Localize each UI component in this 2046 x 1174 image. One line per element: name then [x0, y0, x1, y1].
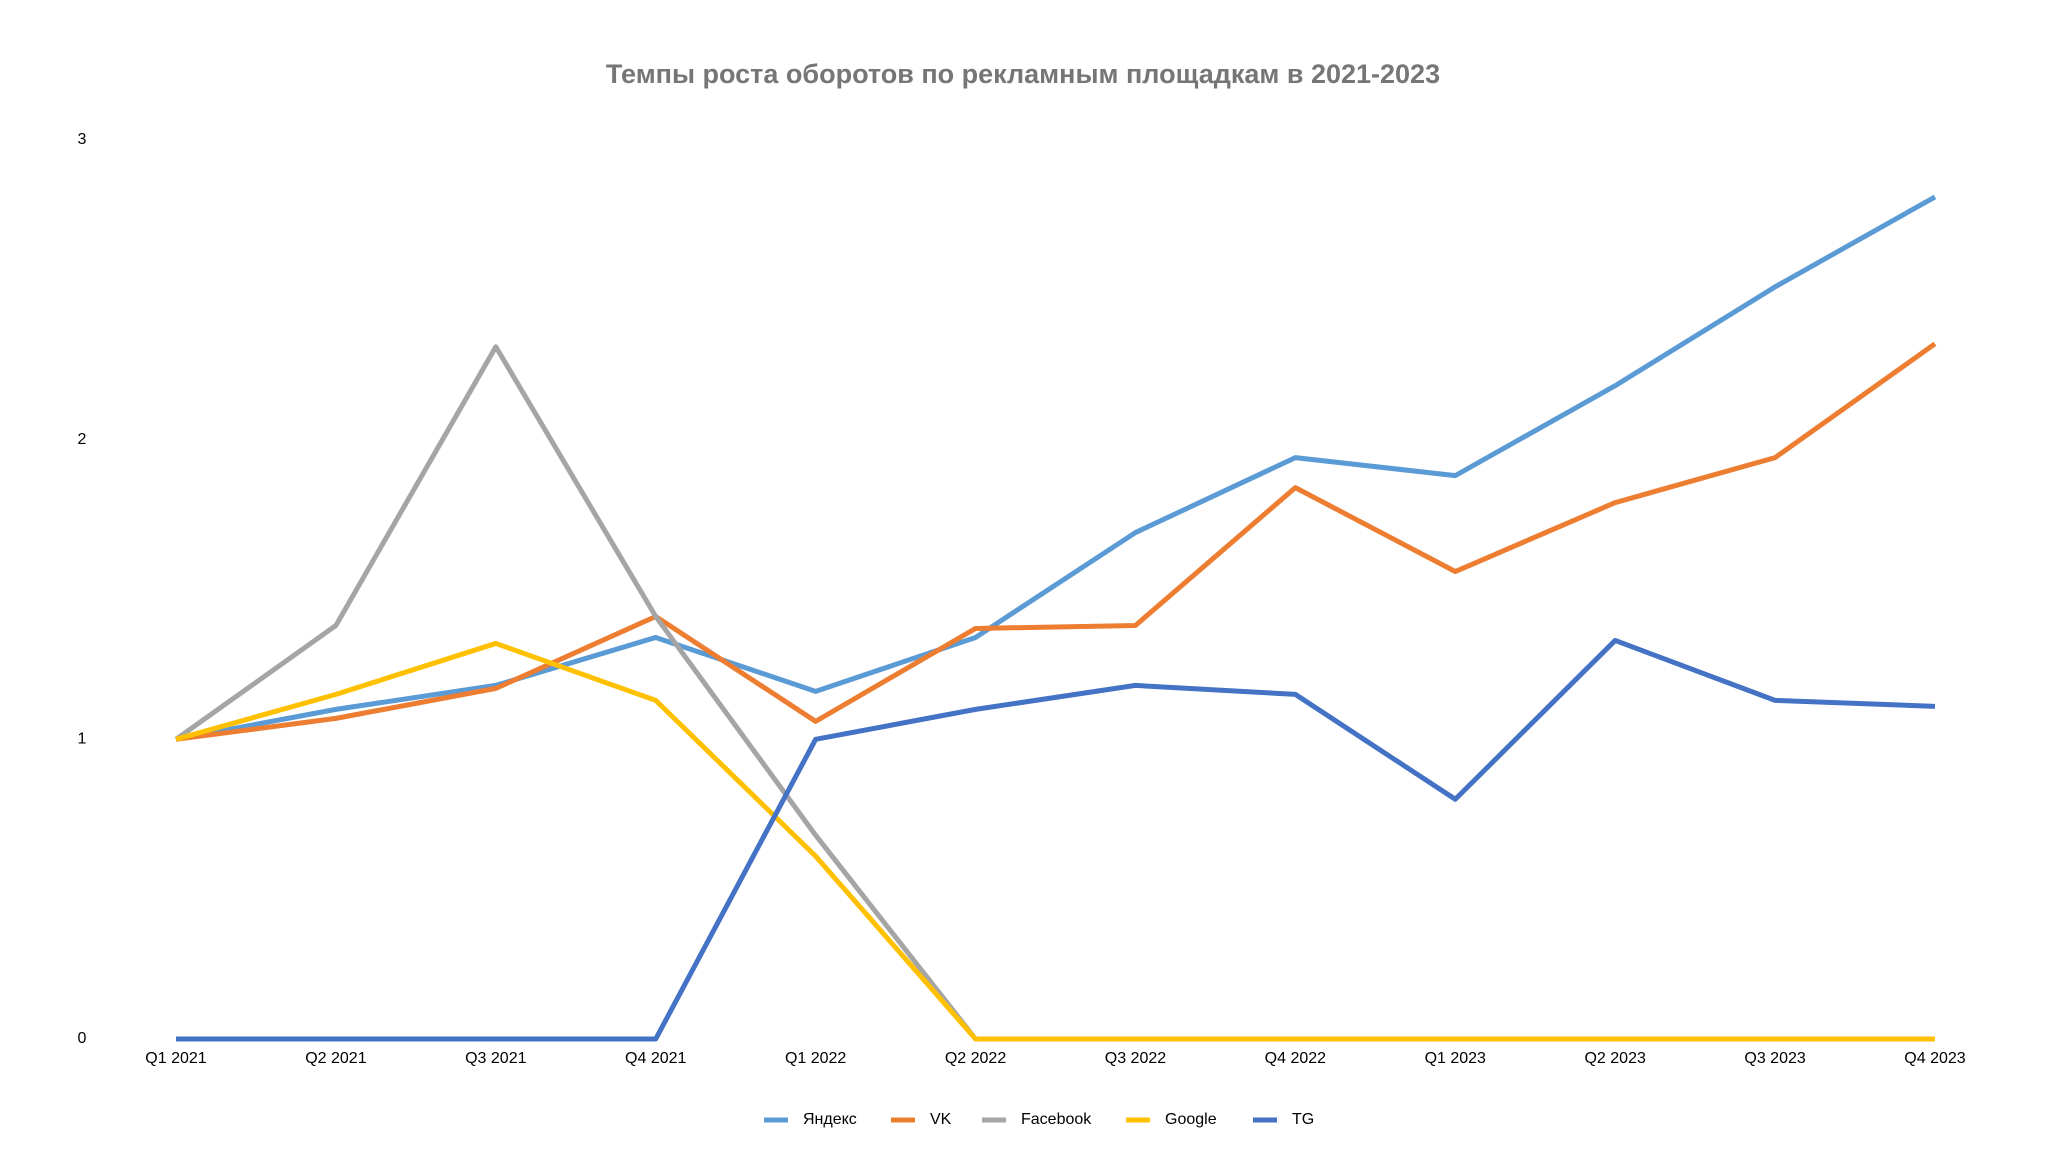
y-tick-label: 1	[78, 731, 87, 748]
x-tick-label: Q1 2021	[145, 1050, 206, 1067]
legend-label: Яндекс	[803, 1111, 857, 1128]
x-tick-label: Q2 2023	[1584, 1050, 1645, 1067]
y-tick-label: 2	[78, 431, 87, 448]
x-tick-label: Q3 2023	[1744, 1050, 1805, 1067]
x-tick-label: Q1 2023	[1425, 1050, 1486, 1067]
x-tick-label: Q4 2023	[1904, 1050, 1965, 1067]
series-line	[176, 637, 1936, 1042]
y-tick-label: 0	[78, 1030, 87, 1047]
x-tick-label: Q1 2022	[785, 1050, 846, 1067]
x-tick-label: Q3 2022	[1105, 1050, 1166, 1067]
legend-label: TG	[1292, 1111, 1314, 1128]
x-tick-label: Q3 2021	[465, 1050, 526, 1067]
x-tick-label: Q2 2022	[945, 1050, 1006, 1067]
series-line	[175, 640, 1935, 1042]
legend-label: VK	[930, 1111, 952, 1128]
series-line	[175, 341, 1937, 742]
x-tick-label: Q4 2021	[625, 1050, 686, 1067]
x-tick-label: Q2 2021	[305, 1050, 366, 1067]
x-tick-label: Q4 2022	[1265, 1050, 1326, 1067]
chart-title: Темпы роста оборотов по рекламным площад…	[606, 59, 1440, 89]
legend-label: Google	[1165, 1111, 1217, 1128]
legend-label: Facebook	[1021, 1111, 1092, 1128]
series-line	[175, 194, 1937, 742]
y-tick-label: 3	[78, 131, 87, 148]
